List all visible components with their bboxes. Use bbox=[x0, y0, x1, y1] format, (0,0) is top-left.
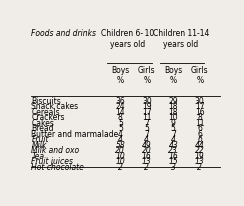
Text: 58: 58 bbox=[115, 141, 125, 150]
Text: Boys
%: Boys % bbox=[164, 66, 183, 85]
Text: 10: 10 bbox=[115, 157, 125, 166]
Text: Girls
%: Girls % bbox=[191, 66, 209, 85]
Text: 13: 13 bbox=[142, 157, 152, 166]
Text: 9: 9 bbox=[171, 119, 176, 128]
Text: 7: 7 bbox=[171, 130, 176, 139]
Text: Cereals: Cereals bbox=[31, 108, 60, 117]
Text: Fruit juices: Fruit juices bbox=[31, 157, 73, 166]
Text: Girls
%: Girls % bbox=[138, 66, 156, 85]
Text: Children 6- 10
years old: Children 6- 10 years old bbox=[101, 29, 154, 49]
Text: 49: 49 bbox=[142, 141, 152, 150]
Text: 44: 44 bbox=[195, 141, 205, 150]
Text: 2: 2 bbox=[197, 163, 202, 172]
Text: Milk and oxo: Milk and oxo bbox=[31, 146, 80, 155]
Text: 8: 8 bbox=[197, 113, 202, 122]
Text: 13: 13 bbox=[195, 157, 205, 166]
Text: 3: 3 bbox=[171, 163, 176, 172]
Text: 4: 4 bbox=[144, 135, 149, 144]
Text: 15: 15 bbox=[168, 157, 178, 166]
Text: 5: 5 bbox=[118, 124, 123, 133]
Text: 16: 16 bbox=[168, 152, 178, 161]
Text: Cakes: Cakes bbox=[31, 119, 54, 128]
Text: Butter and marmalade: Butter and marmalade bbox=[31, 130, 119, 139]
Text: 30: 30 bbox=[195, 97, 205, 106]
Text: 4: 4 bbox=[118, 130, 123, 139]
Text: 10: 10 bbox=[168, 113, 178, 122]
Text: 19: 19 bbox=[142, 102, 152, 111]
Text: Biscuits: Biscuits bbox=[31, 97, 61, 106]
Text: 5: 5 bbox=[118, 119, 123, 128]
Text: Crackers: Crackers bbox=[31, 113, 65, 122]
Text: 14: 14 bbox=[115, 108, 125, 117]
Text: 20: 20 bbox=[115, 146, 125, 155]
Text: 11: 11 bbox=[195, 119, 204, 128]
Text: 6: 6 bbox=[197, 124, 202, 133]
Text: 19: 19 bbox=[195, 152, 205, 161]
Text: Boys
%: Boys % bbox=[111, 66, 130, 85]
Text: 4: 4 bbox=[171, 135, 176, 144]
Text: 18: 18 bbox=[169, 102, 178, 111]
Text: 29: 29 bbox=[168, 97, 178, 106]
Text: 16: 16 bbox=[142, 152, 152, 161]
Text: 23: 23 bbox=[168, 146, 178, 155]
Text: 4: 4 bbox=[118, 135, 123, 144]
Text: Bread: Bread bbox=[31, 124, 54, 133]
Text: 30: 30 bbox=[142, 97, 152, 106]
Text: Fruit: Fruit bbox=[31, 135, 49, 144]
Text: 43: 43 bbox=[168, 141, 178, 150]
Text: 8: 8 bbox=[118, 113, 123, 122]
Text: 5: 5 bbox=[144, 124, 149, 133]
Text: 17: 17 bbox=[142, 108, 152, 117]
Text: 16: 16 bbox=[195, 108, 204, 117]
Text: 7: 7 bbox=[144, 119, 149, 128]
Text: 18: 18 bbox=[169, 108, 178, 117]
Text: 20: 20 bbox=[142, 146, 152, 155]
Text: 6: 6 bbox=[197, 130, 202, 139]
Text: 24: 24 bbox=[115, 102, 125, 111]
Text: 36: 36 bbox=[115, 97, 125, 106]
Text: 5: 5 bbox=[171, 124, 176, 133]
Text: Hot chocolate: Hot chocolate bbox=[31, 163, 84, 172]
Text: Tea: Tea bbox=[31, 152, 44, 161]
Text: 11: 11 bbox=[142, 113, 152, 122]
Text: 2: 2 bbox=[144, 163, 149, 172]
Text: 2: 2 bbox=[118, 163, 123, 172]
Text: 17: 17 bbox=[195, 102, 204, 111]
Text: Children 11-14
years old: Children 11-14 years old bbox=[153, 29, 209, 49]
Text: 6: 6 bbox=[197, 135, 202, 144]
Text: 7: 7 bbox=[144, 130, 149, 139]
Text: Foods and ⁠drinks: Foods and ⁠drinks bbox=[31, 29, 96, 39]
Text: Snack cakes: Snack cakes bbox=[31, 102, 79, 111]
Text: Milk: Milk bbox=[31, 141, 47, 150]
Text: 22: 22 bbox=[195, 146, 205, 155]
Text: 10: 10 bbox=[115, 152, 125, 161]
